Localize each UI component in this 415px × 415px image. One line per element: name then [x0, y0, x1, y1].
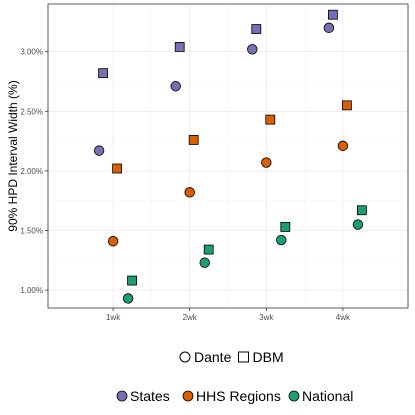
y-tick-label: 1.50% — [20, 227, 43, 236]
point-states-dante — [323, 22, 335, 34]
point-hhs-regions-dbm — [188, 135, 199, 145]
legend-dot-icon — [182, 390, 194, 402]
point-states-dante — [170, 81, 181, 92]
x-tick-label: 1wk — [106, 313, 121, 322]
point-national-dante — [122, 293, 134, 304]
shape-legend-label: Dante — [194, 349, 232, 365]
shape-legend: Dante DBM — [179, 349, 284, 365]
y-tick-label: 2.00% — [20, 167, 43, 176]
point-hhs-regions-dante — [107, 236, 119, 247]
legend-dot-icon — [288, 390, 300, 402]
point-states-dante — [93, 145, 105, 156]
y-tick-label: 1.00% — [20, 286, 43, 295]
point-hhs-regions-dante — [184, 187, 195, 198]
grid — [48, 4, 408, 308]
point-national-dbm — [356, 205, 367, 216]
color-legend-item-states: States — [116, 388, 170, 404]
point-states-dbm — [327, 9, 338, 20]
x-tick-label: 4wk — [336, 313, 351, 322]
point-national-dante — [276, 234, 287, 246]
color-legend-label: National — [302, 388, 353, 404]
point-states-dbm — [98, 68, 109, 79]
point-hhs-regions-dbm — [341, 100, 352, 111]
x-axis: 1wk 2wk 3wk 4wk — [106, 308, 351, 322]
color-legend-item-national: National — [288, 388, 353, 404]
point-national-dbm — [127, 275, 138, 286]
point-hhs-regions-dante — [261, 157, 272, 168]
y-axis: 1.00% 1.50% 2.00% 2.50% 3.00% — [20, 48, 48, 295]
color-legend: States HHS Regions National — [116, 388, 353, 404]
y-tick-label: 3.00% — [20, 48, 43, 57]
point-national-dbm — [203, 244, 214, 255]
point-hhs-regions-dbm — [265, 114, 276, 125]
circle-icon — [179, 351, 191, 363]
point-states-dbm — [174, 42, 185, 52]
square-icon — [238, 351, 249, 363]
point-hhs-regions-dbm — [112, 163, 123, 174]
x-tick-label: 2wk — [183, 313, 198, 322]
point-states-dante — [247, 44, 258, 55]
point-national-dante — [199, 257, 210, 268]
legend-dot-icon — [116, 390, 128, 402]
y-tick-label: 2.50% — [20, 107, 43, 116]
color-legend-label: HHS Regions — [196, 388, 281, 404]
point-states-dbm — [251, 24, 262, 34]
y-axis-title: 90% HPD Interval Width (%) — [6, 80, 20, 231]
color-legend-label: States — [130, 388, 170, 404]
data-points — [93, 9, 367, 304]
shape-legend-item-dante: Dante — [179, 349, 232, 365]
point-national-dbm — [280, 222, 291, 232]
point-hhs-regions-dante — [337, 140, 349, 152]
x-tick-label: 3wk — [259, 313, 274, 322]
shape-legend-label: DBM — [253, 349, 284, 365]
color-legend-item-hhs-regions: HHS Regions — [182, 388, 281, 404]
point-national-dante — [352, 219, 364, 230]
plot-panel — [47, 3, 409, 309]
shape-legend-item-dbm: DBM — [238, 349, 284, 365]
